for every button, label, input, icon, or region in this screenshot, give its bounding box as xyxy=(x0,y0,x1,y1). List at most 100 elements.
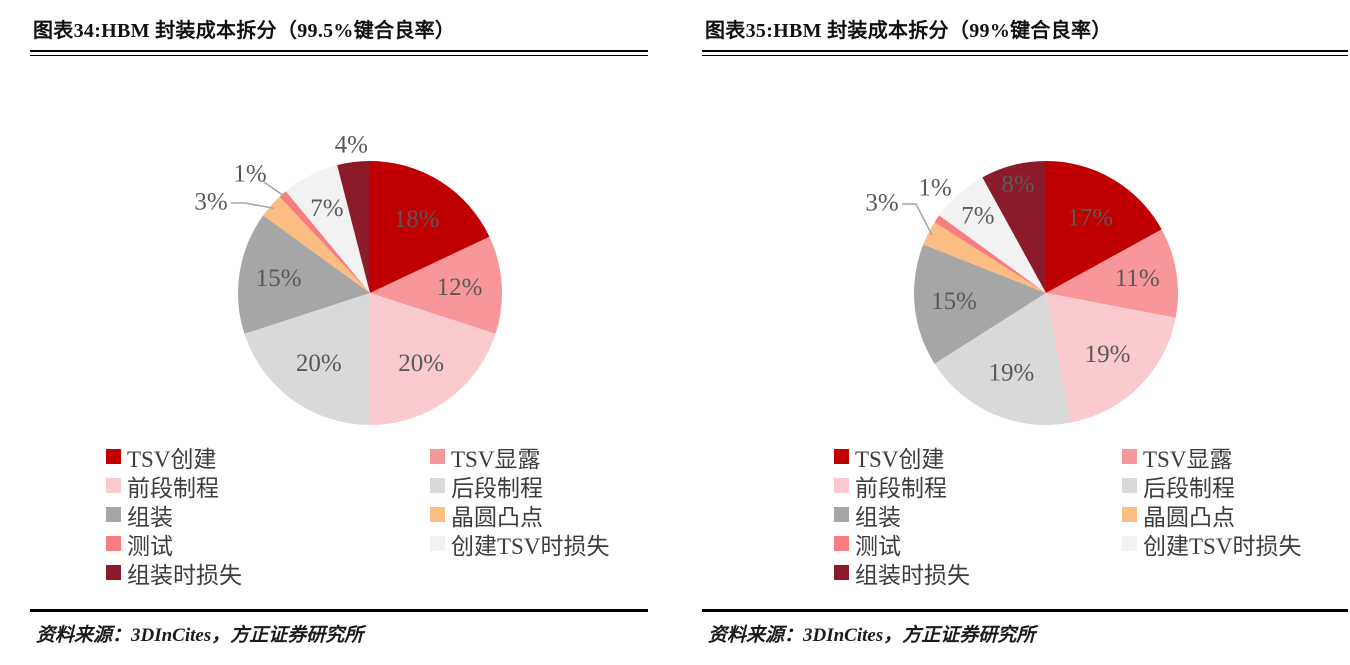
legend-swatch-wafer-bump xyxy=(430,507,445,522)
pie-slice-assembly xyxy=(914,244,1046,364)
slice-label-assembly-loss: 4% xyxy=(335,132,368,159)
legend-label-test: 测试 xyxy=(855,533,901,559)
pie-chart-99-yield: 17% 11% 19% 19% 15% 3% 1% 7% 8% xyxy=(702,60,1348,440)
legend-label-assembly: 组装 xyxy=(127,504,173,530)
figure-35: 图表35:HBM 封装成本拆分（99%键合良率） 17% 11% 19% 19% 15%… xyxy=(702,12,1348,662)
pie-slice-test xyxy=(934,215,1046,293)
title-rule xyxy=(30,50,648,56)
pie-svg: 18% 12% 20% 20% 15% 3%1% 7% 4% xyxy=(194,132,503,425)
title-rule xyxy=(702,50,1348,56)
figure-34-title: 图表34:HBM 封装成本拆分（99.5%键合良率） xyxy=(33,20,456,42)
legend-item-assembly: 组装 xyxy=(834,500,1122,530)
legend: TSV创建 TSV显露前段制程 后段制程 组装 晶圆凸点测试 创建TSV时损失组装时损失 xyxy=(834,442,1302,588)
pie-slice-test xyxy=(279,191,370,293)
slice-label-tsv-creation: 18% xyxy=(394,206,440,233)
slice-label-back-end-process: 20% xyxy=(296,350,342,377)
legend-item-tsv-reveal: TSV显露 xyxy=(1122,442,1301,472)
legend-label-front-end-process: 前段制程 xyxy=(855,475,947,501)
pie-slice-wafer-bump xyxy=(923,222,1046,293)
legend-item-tsv-reveal: TSV显露 xyxy=(430,442,609,472)
legend-label-tsv-creation: TSV创建 xyxy=(855,446,945,472)
slice-label-back-end-process: 19% xyxy=(988,360,1034,387)
legend-item-assembly: 组装 xyxy=(106,500,430,530)
legend-item-test: 测试 xyxy=(106,529,430,559)
legend-item-wafer-bump: 晶圆凸点 xyxy=(1122,500,1301,530)
legend-label-tsv-reveal: TSV显露 xyxy=(451,446,541,472)
pie-slice-tsv-creation-loss xyxy=(285,165,370,293)
legend-label-tsv-creation-loss: 创建TSV时损失 xyxy=(451,533,610,559)
legend-swatch-tsv-creation-loss xyxy=(430,536,445,551)
legend-item-tsv-creation-loss: 创建TSV时损失 xyxy=(1122,529,1302,559)
pie-svg: 17% 11% 19% 19% 15% 3% 1% 7% 8% xyxy=(865,161,1178,425)
legend-swatch-tsv-creation xyxy=(106,449,121,464)
legend-swatch-test xyxy=(106,536,121,551)
legend-label-back-end-process: 后段制程 xyxy=(451,475,543,501)
slice-label-tsv-creation-loss: 7% xyxy=(310,195,343,222)
legend-label-assembly-loss: 组装时损失 xyxy=(855,562,970,588)
legend-label-wafer-bump: 晶圆凸点 xyxy=(1143,504,1235,530)
slice-label-assembly: 15% xyxy=(931,288,977,315)
pie-slice-tsv-reveal xyxy=(1046,229,1178,318)
source-note: 资料来源：3DInCites，方正证券研究所 xyxy=(708,625,1036,646)
legend: TSV创建 TSV显露前段制程 后段制程组装 晶圆凸点 测试 创建TSV时损失组装时损失 xyxy=(106,442,610,588)
source-note: 资料来源：3DInCites，方正证券研究所 xyxy=(36,625,364,646)
pie-slice-assembly-loss xyxy=(982,161,1046,293)
legend-label-tsv-creation-loss: 创建TSV时损失 xyxy=(1143,533,1302,559)
legend-item-tsv-creation: TSV创建 xyxy=(834,442,1122,472)
pie-slice-tsv-creation xyxy=(370,161,490,293)
legend-item-front-end-process: 前段制程 xyxy=(834,471,1122,501)
legend-swatch-assembly xyxy=(106,507,121,522)
pie-slice-assembly xyxy=(237,215,370,334)
legend-item-assembly-loss: 组装时损失 xyxy=(834,558,1122,588)
pie-slice-tsv-creation-loss xyxy=(939,177,1046,293)
legend-swatch-tsv-creation-loss xyxy=(1122,536,1137,551)
pie-slice-front-end-process xyxy=(370,293,496,425)
legend-label-wafer-bump: 晶圆凸点 xyxy=(451,504,543,530)
slice-label-tsv-reveal: 11% xyxy=(1115,265,1160,292)
slice-label-test: 1% xyxy=(918,175,951,202)
legend-label-front-end-process: 前段制程 xyxy=(127,475,219,501)
slice-label-front-end-process: 20% xyxy=(398,350,444,377)
legend-item-wafer-bump: 晶圆凸点 xyxy=(430,500,609,530)
slice-label-tsv-reveal: 12% xyxy=(437,274,483,301)
leader-line-wafer-bump xyxy=(902,203,933,236)
legend-swatch-tsv-reveal xyxy=(430,449,445,464)
figure-35-title: 图表35:HBM 封装成本拆分（99%键合良率） xyxy=(705,20,1112,42)
pie-slice-wafer-bump xyxy=(263,196,370,293)
pie-slice-back-end-process xyxy=(244,293,370,425)
legend-swatch-wafer-bump xyxy=(1122,507,1137,522)
slice-label-assembly: 15% xyxy=(256,265,302,292)
legend-item-test: 测试 xyxy=(834,529,1122,559)
legend-item-back-end-process: 后段制程 xyxy=(1122,471,1301,501)
slice-label-wafer-bump: 3% xyxy=(194,189,227,216)
bottom-rule xyxy=(30,609,648,612)
slice-label-test: 1% xyxy=(233,161,266,188)
pie-chart-99-5-yield: 18% 12% 20% 20% 15% 3% 1% 7% 4% xyxy=(30,60,648,440)
legend-item-assembly-loss: 组装时损失 xyxy=(106,558,430,588)
pie-slice-back-end-process xyxy=(934,293,1071,425)
pie-slice-tsv-creation xyxy=(1046,161,1162,293)
legend-item-back-end-process: 后段制程 xyxy=(430,471,609,501)
legend-swatch-tsv-reveal xyxy=(1122,449,1137,464)
legend-swatch-test xyxy=(834,536,849,551)
bottom-rule xyxy=(702,609,1348,612)
legend-label-back-end-process: 后段制程 xyxy=(1143,475,1235,501)
pie-slice-front-end-process xyxy=(1046,293,1176,423)
legend-item-tsv-creation-loss: 创建TSV时损失 xyxy=(430,529,610,559)
slice-label-tsv-creation-loss: 7% xyxy=(961,202,994,229)
pie-slice-assembly-loss xyxy=(337,161,370,293)
legend-swatch-assembly-loss xyxy=(834,565,849,580)
legend-swatch-front-end-process xyxy=(106,478,121,493)
legend-label-tsv-creation: TSV创建 xyxy=(127,446,217,472)
slice-label-wafer-bump: 3% xyxy=(865,190,898,217)
legend-item-tsv-creation: TSV创建 xyxy=(106,442,430,472)
slice-label-tsv-creation: 17% xyxy=(1067,205,1113,232)
legend-swatch-back-end-process xyxy=(430,478,445,493)
figure-34: 图表34:HBM 封装成本拆分（99.5%键合良率） 18% 12% 20% 20% 1… xyxy=(30,12,648,662)
legend-swatch-assembly xyxy=(834,507,849,522)
slice-label-front-end-process: 19% xyxy=(1085,341,1131,368)
legend-label-assembly-loss: 组装时损失 xyxy=(127,562,242,588)
legend-swatch-back-end-process xyxy=(1122,478,1137,493)
legend-item-front-end-process: 前段制程 xyxy=(106,471,430,501)
